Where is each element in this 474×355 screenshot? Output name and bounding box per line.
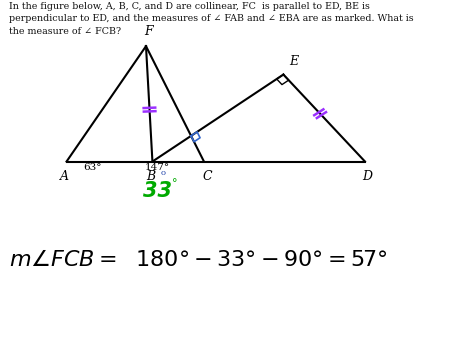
Text: °: °: [172, 179, 177, 189]
Text: 63°: 63°: [84, 163, 102, 172]
Text: D: D: [362, 170, 372, 184]
Text: In the figure below, A, B, C, and D are collinear, FC  is parallel to ED, BE is
: In the figure below, A, B, C, and D are …: [9, 2, 413, 36]
Text: $m\angle FCB=$  $180°-33°-90°= 57°$: $m\angle FCB=$ $180°-33°-90°= 57°$: [9, 248, 387, 269]
Text: F: F: [144, 25, 153, 38]
Text: E: E: [290, 55, 299, 68]
Text: o: o: [161, 169, 166, 177]
Text: 147°: 147°: [145, 163, 170, 172]
Text: 33: 33: [143, 181, 172, 201]
Text: B: B: [146, 170, 155, 184]
Text: A: A: [60, 170, 69, 184]
Text: C: C: [202, 170, 212, 184]
